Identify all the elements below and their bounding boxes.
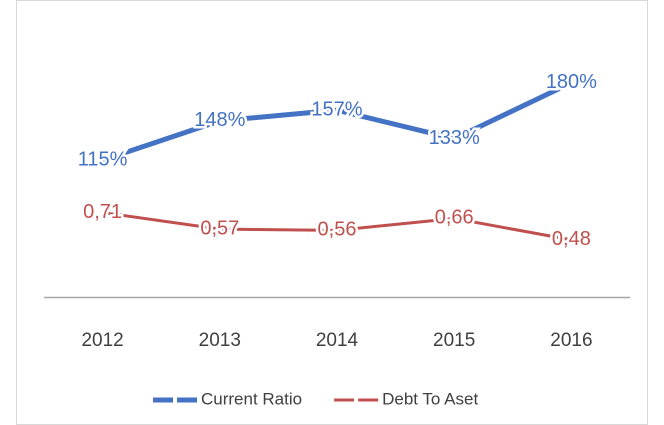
- data-label: 0,48: [552, 228, 591, 250]
- x-tick-label: 2012: [81, 330, 123, 351]
- data-label: 0,57: [200, 217, 239, 239]
- data-label: 0,56: [318, 219, 357, 241]
- x-tick-label: 2015: [433, 330, 475, 351]
- chart-border: [16, 0, 648, 425]
- data-label: 115%: [78, 148, 128, 170]
- x-tick-label: 2013: [199, 330, 241, 351]
- data-label: 0,71: [83, 201, 122, 223]
- series-line: [102, 211, 572, 242]
- data-label: 148%: [194, 109, 245, 131]
- legend-label: Debt To Aset: [382, 389, 478, 408]
- x-tick-label: 2014: [316, 330, 359, 351]
- data-label: 180%: [546, 71, 597, 93]
- series-line: [101, 80, 573, 163]
- data-label: 0,66: [435, 207, 474, 229]
- data-label: 133%: [429, 127, 480, 149]
- legend-label: Current Ratio: [201, 389, 302, 408]
- x-tick-label: 2016: [550, 330, 592, 351]
- data-label: 157%: [311, 98, 362, 120]
